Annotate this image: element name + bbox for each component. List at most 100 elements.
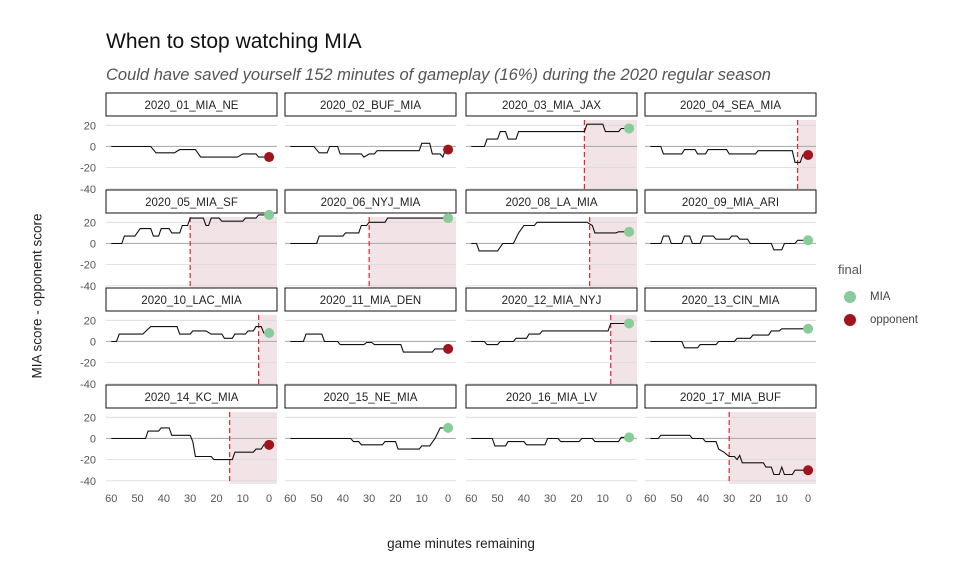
x-tick-label: 50	[491, 493, 503, 505]
x-tick-label: 40	[518, 493, 530, 505]
x-tick-label: 60	[465, 493, 477, 505]
facet-strip	[284, 287, 457, 312]
score-line	[471, 436, 630, 447]
y-tick-label: 20	[84, 315, 96, 327]
x-tick-label: 40	[337, 493, 349, 505]
score-line	[111, 427, 270, 461]
x-tick-label: 0	[445, 493, 451, 505]
facet-panel: 2020_08_LA_MIA	[465, 189, 638, 289]
legend-title: final	[838, 262, 862, 277]
saved-region	[190, 217, 277, 289]
score-line	[650, 145, 809, 163]
facet-strip	[284, 92, 457, 117]
y-tick-label: 0	[90, 141, 96, 153]
score-line	[650, 235, 809, 251]
facet-label: 2020_12_MIA_NYJ	[502, 295, 602, 307]
x-tick-label: 30	[184, 493, 196, 505]
facet-strip	[284, 189, 457, 214]
facet-panel: 2020_15_NE_MIA 60 50 40 30 20 10 0	[284, 384, 457, 505]
legend-item-mia: MIA	[838, 285, 918, 308]
score-line	[111, 145, 270, 158]
score-line	[650, 328, 809, 349]
score-line	[290, 142, 449, 159]
x-tick-label: 20	[570, 493, 582, 505]
facet-panel: 2020_04_SEA_MIA	[644, 92, 817, 192]
x-tick-label: 60	[284, 493, 296, 505]
score-line	[290, 217, 449, 245]
legend: final MIA opponent	[838, 262, 918, 331]
y-tick-label: 20	[84, 412, 96, 424]
facet-label: 2020_13_CIN_MIA	[682, 295, 780, 307]
x-tick-label: 20	[749, 493, 761, 505]
score-line	[471, 221, 630, 252]
final-point	[264, 328, 275, 338]
x-tick-label: 40	[158, 493, 170, 505]
x-tick-label: 20	[210, 493, 222, 505]
facet-strip	[465, 92, 638, 117]
facet-label: 2020_03_MIA_JAX	[502, 100, 601, 112]
facet-label: 2020_08_LA_MIA	[505, 197, 597, 209]
score-line	[290, 427, 449, 450]
score-line	[471, 123, 630, 148]
chart-title: When to stop watching MIA	[106, 30, 362, 53]
facet-panel: 2020_12_MIA_NYJ	[465, 287, 638, 387]
facet-strip	[644, 189, 817, 214]
facet-label: 2020_16_MIA_LV	[506, 392, 598, 404]
legend-swatch-mia	[844, 290, 856, 303]
final-point	[443, 144, 454, 155]
x-tick-label: 10	[416, 493, 428, 505]
x-tick-label: 60	[105, 493, 117, 505]
y-tick-label: -40	[80, 379, 96, 391]
legend-item-opponent: opponent	[838, 308, 918, 331]
final-point	[624, 123, 635, 134]
facet-label: 2020_02_BUF_MIA	[320, 100, 421, 112]
final-point	[803, 465, 814, 476]
x-tick-label: 40	[697, 493, 709, 505]
x-axis-label: game minutes remaining	[387, 536, 535, 551]
score-line	[111, 214, 270, 245]
facet-panel: 2020_09_MIA_ARI	[644, 189, 817, 287]
facet-strip	[284, 384, 457, 409]
facet-label: 2020_17_MIA_BUF	[680, 392, 781, 404]
facet-panel: 2020_02_BUF_MIA	[284, 92, 457, 190]
y-axis-label: MIA score - opponent score	[29, 213, 45, 379]
y-tick-label: -20	[80, 455, 96, 467]
x-tick-label: 10	[237, 493, 249, 505]
facet-label: 2020_05_MIA_SF	[145, 197, 238, 209]
x-tick-label: 50	[670, 493, 682, 505]
facet-panel: 2020_06_NYJ_MIA	[284, 189, 457, 289]
facet-strip	[465, 384, 638, 409]
x-tick-label: 10	[597, 493, 609, 505]
final-point	[264, 209, 275, 220]
final-point	[624, 226, 635, 237]
y-tick-label: 20	[84, 120, 96, 132]
x-tick-label: 30	[544, 493, 556, 505]
legend-swatch-opponent	[844, 313, 856, 326]
facet-label: 2020_11_MIA_DEN	[320, 295, 421, 307]
y-tick-label: -20	[80, 358, 96, 370]
y-tick-label: -40	[80, 476, 96, 488]
saved-region	[258, 315, 277, 387]
x-tick-label: 50	[310, 493, 322, 505]
facet-label: 2020_04_SEA_MIA	[680, 100, 781, 112]
facet-strip	[465, 189, 638, 214]
x-tick-label: 30	[363, 493, 375, 505]
x-tick-label: 20	[389, 493, 401, 505]
facet-strip	[465, 287, 638, 312]
x-tick-label: 30	[723, 493, 735, 505]
facet-panel: 2020_10_LAC_MIA 20 0 -20 -40	[80, 287, 278, 391]
saved-region	[729, 412, 816, 484]
x-tick-label: 10	[776, 493, 788, 505]
y-tick-label: 0	[90, 336, 96, 348]
facet-strip	[644, 92, 817, 117]
facet-strip	[105, 189, 278, 214]
score-line	[650, 434, 809, 476]
score-line	[471, 322, 630, 346]
facet-label: 2020_09_MIA_ARI	[682, 197, 779, 209]
final-point	[443, 422, 454, 433]
chart-subtitle: Could have saved yourself 152 minutes of…	[106, 66, 771, 84]
score-line	[111, 326, 270, 343]
final-point	[624, 432, 635, 443]
facet-panel: 2020_17_MIA_BUF 60 50 40 30 20 10 0	[644, 384, 817, 505]
